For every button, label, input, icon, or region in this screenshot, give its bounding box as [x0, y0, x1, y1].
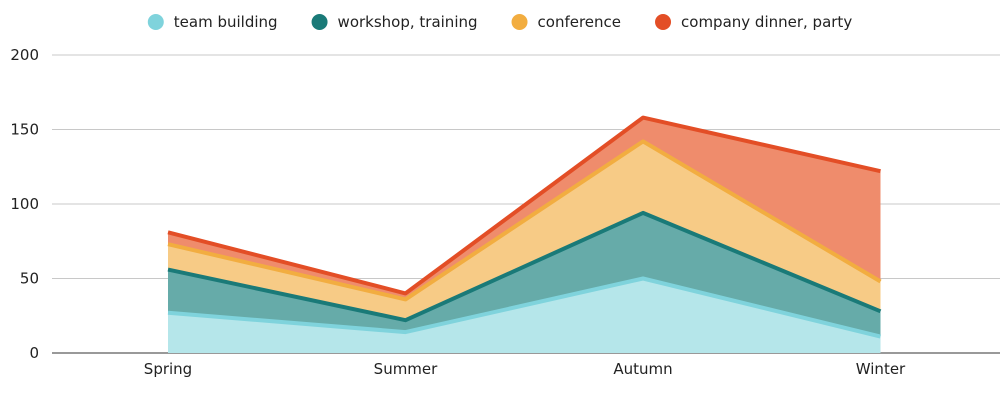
legend-label: team building [174, 13, 278, 31]
legend-label: conference [538, 13, 622, 31]
legend-marker [311, 14, 328, 30]
legend-item-conference: conference [511, 13, 622, 31]
area-team-building [168, 278, 881, 353]
legend-item-company-dinner-party: company dinner, party [655, 13, 852, 31]
x-tick-label: Autumn [613, 360, 672, 378]
y-tick-label: 200 [10, 46, 39, 64]
x-tick-label: Spring [144, 360, 192, 378]
legend-marker [511, 14, 528, 30]
legend-marker [147, 14, 164, 30]
y-tick-label: 50 [20, 270, 39, 288]
y-tick-label: 150 [10, 121, 39, 139]
y-tick-label: 100 [10, 195, 39, 213]
x-axis: Spring Summer Autumn Winter [144, 360, 906, 378]
area-company-dinner-party [168, 117, 881, 300]
legend-item-workshop-training: workshop, training [311, 13, 478, 31]
x-tick-label: Summer [374, 360, 438, 378]
line-team-building [167, 276, 881, 339]
y-tick-label: 0 [29, 344, 39, 362]
legend-label: company dinner, party [681, 13, 852, 31]
area-workshop-training [168, 212, 881, 337]
legend: team building workshop, training conferenc… [147, 13, 852, 31]
legend-item-team-building: team building [147, 13, 278, 31]
series-lines [167, 115, 882, 339]
line-conference [167, 139, 882, 302]
x-tick-label: Winter [856, 360, 906, 378]
legend-label: workshop, training [338, 13, 478, 31]
y-axis: 0 50 100 150 200 [10, 46, 39, 362]
line-workshop-training [167, 210, 882, 323]
area-conference [168, 141, 881, 321]
legend-marker [655, 14, 672, 30]
series-areas [168, 117, 881, 353]
line-company-dinner-party [167, 115, 881, 296]
